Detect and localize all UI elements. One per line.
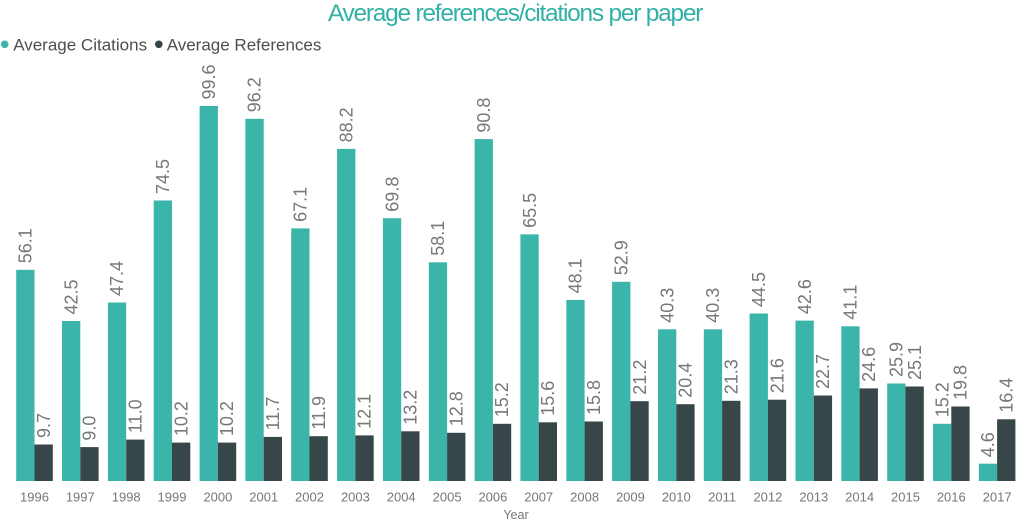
svg-text:2007: 2007 <box>524 490 553 505</box>
svg-text:2004: 2004 <box>387 490 416 505</box>
svg-text:Average references/citations p: Average references/citations per paper <box>328 0 703 27</box>
svg-text:2003: 2003 <box>341 490 370 505</box>
svg-text:21.2: 21.2 <box>630 360 650 395</box>
svg-text:1998: 1998 <box>112 490 141 505</box>
svg-text:41.1: 41.1 <box>841 285 861 320</box>
svg-text:99.6: 99.6 <box>199 64 219 99</box>
svg-text:1997: 1997 <box>66 490 95 505</box>
svg-text:96.2: 96.2 <box>245 77 265 112</box>
svg-text:4.6: 4.6 <box>978 432 998 457</box>
svg-text:10.2: 10.2 <box>171 401 191 436</box>
svg-text:21.6: 21.6 <box>767 358 787 393</box>
svg-text:42.6: 42.6 <box>795 279 815 314</box>
svg-text:9.7: 9.7 <box>34 413 54 438</box>
svg-text:69.8: 69.8 <box>382 177 402 212</box>
svg-text:15.8: 15.8 <box>584 380 604 415</box>
svg-text:2010: 2010 <box>662 490 691 505</box>
svg-text:19.8: 19.8 <box>951 365 971 400</box>
svg-text:40.3: 40.3 <box>703 288 723 323</box>
svg-text:2015: 2015 <box>891 490 920 505</box>
svg-text:11.7: 11.7 <box>263 397 283 431</box>
svg-text:67.1: 67.1 <box>291 187 311 222</box>
svg-text:20.4: 20.4 <box>676 363 696 398</box>
svg-text:58.1: 58.1 <box>428 221 448 256</box>
svg-text:44.5: 44.5 <box>749 272 769 307</box>
svg-text:48.1: 48.1 <box>566 258 586 293</box>
svg-text:11.9: 11.9 <box>309 396 329 430</box>
svg-text:2006: 2006 <box>478 490 507 505</box>
svg-text:88.2: 88.2 <box>336 107 356 142</box>
svg-text:47.4: 47.4 <box>107 261 127 296</box>
svg-text:10.2: 10.2 <box>217 401 237 436</box>
svg-text:22.7: 22.7 <box>813 354 833 389</box>
svg-text:2011: 2011 <box>708 490 736 505</box>
svg-text:2005: 2005 <box>433 490 462 505</box>
svg-text:2013: 2013 <box>799 490 828 505</box>
svg-text:13.2: 13.2 <box>401 390 421 425</box>
svg-text:1999: 1999 <box>158 490 187 505</box>
svg-text:90.8: 90.8 <box>474 98 494 133</box>
svg-text:15.2: 15.2 <box>492 382 512 417</box>
svg-text:2016: 2016 <box>937 490 966 505</box>
svg-text:2014: 2014 <box>845 490 874 505</box>
svg-text:40.3: 40.3 <box>657 288 677 323</box>
svg-text:2008: 2008 <box>570 490 599 505</box>
svg-text:65.5: 65.5 <box>520 193 540 228</box>
svg-text:2009: 2009 <box>616 490 645 505</box>
svg-text:2017: 2017 <box>983 490 1012 505</box>
svg-text:Average References: Average References <box>167 36 322 55</box>
svg-text:12.1: 12.1 <box>355 394 375 429</box>
svg-text:12.8: 12.8 <box>446 391 466 426</box>
svg-text:Average Citations: Average Citations <box>13 36 147 55</box>
svg-text:42.5: 42.5 <box>61 279 81 314</box>
svg-text:21.3: 21.3 <box>721 359 741 394</box>
svg-text:11.0: 11.0 <box>126 399 146 433</box>
svg-text:16.4: 16.4 <box>997 378 1017 413</box>
svg-text:24.6: 24.6 <box>859 347 879 382</box>
svg-text:Year: Year <box>503 508 528 522</box>
svg-text:2000: 2000 <box>203 490 232 505</box>
svg-text:25.9: 25.9 <box>887 342 907 377</box>
svg-text:2002: 2002 <box>295 490 324 505</box>
svg-text:15.2: 15.2 <box>932 382 952 417</box>
svg-text:25.1: 25.1 <box>905 345 925 380</box>
svg-text:15.6: 15.6 <box>538 381 558 416</box>
svg-text:2001: 2001 <box>249 490 278 505</box>
svg-text:74.5: 74.5 <box>153 159 173 194</box>
svg-text:56.1: 56.1 <box>16 228 36 263</box>
svg-text:2012: 2012 <box>753 490 782 505</box>
svg-text:1996: 1996 <box>20 490 49 505</box>
svg-text:52.9: 52.9 <box>612 240 632 275</box>
svg-text:9.0: 9.0 <box>80 416 100 441</box>
